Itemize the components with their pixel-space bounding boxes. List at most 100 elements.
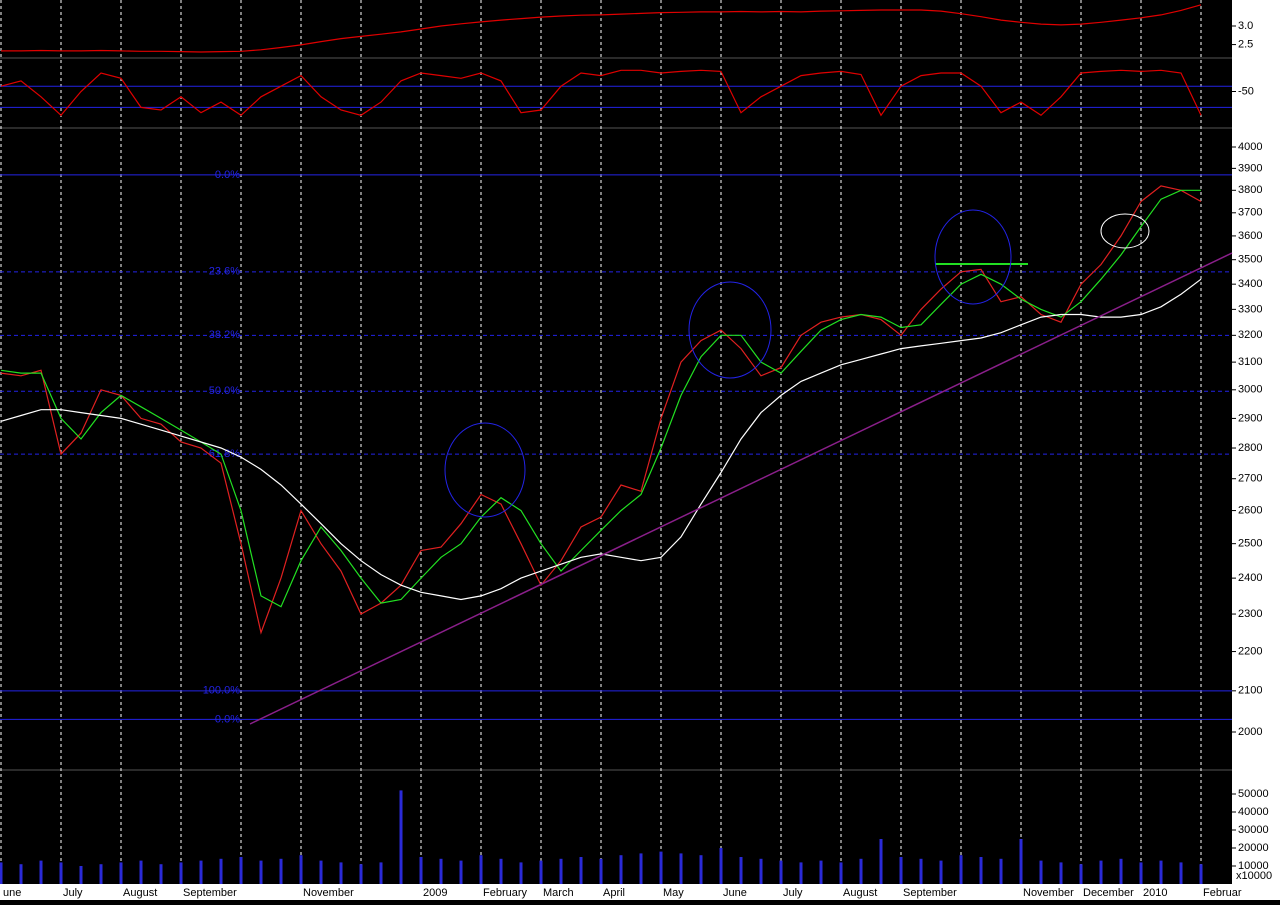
volume-bar (779, 860, 783, 884)
volume-bar (179, 862, 183, 884)
y-tick-label: 2.5 (1238, 38, 1253, 50)
volume-bar (899, 857, 903, 884)
y-tick-label: 3300 (1238, 303, 1262, 315)
volume-bar (299, 855, 303, 884)
fib-label: 50.0% (209, 385, 240, 397)
volume-bar (639, 853, 643, 884)
volume-bar (539, 860, 543, 884)
volume-bar (879, 839, 883, 884)
y-tick-label: 4000 (1238, 141, 1262, 153)
fib-label: 0.0% (215, 169, 240, 181)
series-line (1, 4, 1202, 53)
volume-bar (119, 862, 123, 884)
volume-bar (319, 860, 323, 884)
volume-bar (979, 857, 983, 884)
volume-bar (519, 862, 523, 884)
x-tick-label: September (183, 887, 237, 899)
volume-bar (439, 858, 443, 884)
volume-bar (819, 860, 823, 884)
x-tick-label: November (303, 887, 354, 899)
y-tick-label: 2800 (1238, 442, 1262, 454)
y-tick-label: 2000 (1238, 726, 1262, 738)
y-tick-label: 3.0 (1238, 20, 1253, 32)
x-tick-label: May (663, 887, 684, 899)
y-tick-label: 3600 (1238, 230, 1262, 242)
axis-strip (0, 884, 1280, 900)
volume-bar (959, 855, 963, 884)
volume-bar (1019, 839, 1023, 884)
volume-bar (699, 855, 703, 884)
axis-strip (1232, 0, 1280, 900)
x-tick-label: November (1023, 887, 1074, 899)
volume-bar (399, 790, 403, 884)
volume-bar (419, 857, 423, 884)
volume-bar (379, 862, 383, 884)
volume-bar (859, 858, 863, 884)
y-tick-label: 2900 (1238, 412, 1262, 424)
fib-label: 38.2% (209, 329, 240, 341)
circle-annotation (688, 281, 772, 379)
volume-bar (1159, 860, 1163, 884)
unit-label: x10000 (1236, 870, 1272, 882)
volume-bar (279, 858, 283, 884)
y-tick-label: 2500 (1238, 538, 1262, 550)
x-tick-label: July (783, 887, 803, 899)
fib-label: 0.0% (215, 713, 240, 725)
volume-bar (799, 862, 803, 884)
y-tick-label: -50 (1238, 85, 1254, 97)
volume-bar (479, 855, 483, 884)
y-tick-label: 2300 (1238, 608, 1262, 620)
x-tick-label: July (63, 887, 83, 899)
volume-bar (999, 858, 1003, 884)
volume-bar (339, 862, 343, 884)
y-tick-label: 3500 (1238, 254, 1262, 266)
volume-bar (259, 860, 263, 884)
volume-bar (919, 858, 923, 884)
volume-bar (19, 864, 23, 884)
trendline (249, 252, 1233, 725)
x-tick-label: Februar (1203, 887, 1242, 899)
y-tick-label: 10000 (1238, 860, 1269, 872)
volume-bar (619, 855, 623, 884)
y-tick-label: 3700 (1238, 207, 1262, 219)
y-tick-label: 3100 (1238, 356, 1262, 368)
volume-bar (939, 860, 943, 884)
circle-annotation (444, 422, 526, 518)
volume-bar (659, 851, 663, 884)
y-tick-label: 50000 (1238, 788, 1269, 800)
volume-bar (719, 848, 723, 884)
y-tick-label: 2600 (1238, 504, 1262, 516)
x-tick-label: February (483, 887, 528, 899)
x-tick-label: September (903, 887, 957, 899)
x-tick-label: 2009 (423, 887, 447, 899)
volume-bar (59, 862, 63, 884)
y-tick-label: 40000 (1238, 806, 1269, 818)
series-line (0, 69, 1202, 117)
volume-bar (839, 862, 843, 884)
volume-bar (1179, 862, 1183, 884)
ellipse-annotation (1100, 213, 1150, 249)
y-tick-label: 30000 (1238, 824, 1269, 836)
y-tick-label: 3900 (1238, 162, 1262, 174)
volume-bar (739, 857, 743, 884)
volume-bar (1139, 862, 1143, 884)
volume-bar (1059, 862, 1063, 884)
y-tick-label: 2400 (1238, 572, 1262, 584)
volume-bar (599, 858, 603, 884)
volume-bar (0, 862, 3, 884)
volume-bar (1119, 858, 1123, 884)
volume-bar (1199, 864, 1203, 884)
volume-bar (1079, 864, 1083, 884)
plot-background (0, 0, 1232, 884)
x-tick-label: December (1083, 887, 1134, 899)
fib-label: 23.6% (209, 266, 240, 278)
volume-bar (239, 857, 243, 884)
y-tick-label: 3200 (1238, 329, 1262, 341)
x-tick-label: une (3, 887, 21, 899)
volume-bar (79, 866, 83, 884)
x-tick-label: March (543, 887, 574, 899)
volume-bar (219, 858, 223, 884)
y-tick-label: 2700 (1238, 473, 1262, 485)
